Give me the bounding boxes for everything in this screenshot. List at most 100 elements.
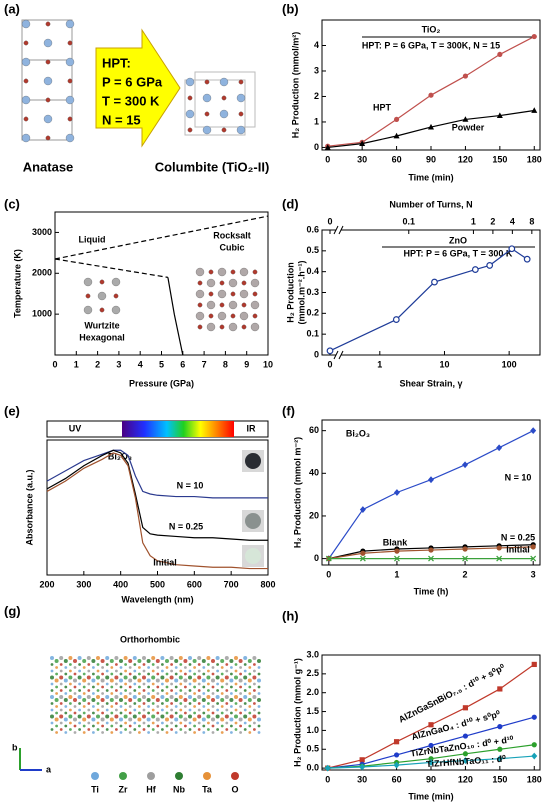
atom — [146, 678, 151, 683]
atom — [208, 291, 214, 297]
y-axis-label: H₂ Production (mmol m⁻²) — [292, 437, 302, 548]
marker — [393, 739, 400, 745]
series-line — [54, 215, 269, 260]
atom — [133, 663, 137, 666]
atom — [195, 311, 205, 321]
atom — [207, 728, 210, 731]
atom — [23, 116, 29, 122]
atom — [225, 728, 229, 731]
atom — [73, 692, 77, 695]
atom — [105, 675, 110, 680]
atom — [123, 656, 128, 660]
panel-label: (a) — [4, 1, 20, 16]
x2-tick-label: 1 — [471, 216, 476, 226]
atom — [220, 685, 224, 689]
axis-break — [333, 350, 344, 360]
atom — [230, 313, 236, 319]
x-tick-label: 10 — [263, 359, 273, 369]
atom — [50, 663, 54, 666]
atom — [188, 708, 192, 712]
y-axis-label: H₂ Production — [285, 262, 295, 323]
annotation: ZnO — [449, 235, 467, 245]
atom — [216, 689, 220, 692]
atom — [138, 685, 141, 689]
atom — [201, 717, 206, 722]
atom — [151, 669, 155, 673]
atom — [174, 692, 178, 695]
atom — [170, 721, 174, 725]
marker — [324, 764, 331, 772]
atom — [43, 114, 53, 124]
atom — [87, 721, 91, 725]
axis-break — [333, 225, 344, 235]
element-name: Ta — [202, 784, 213, 794]
atom — [86, 656, 91, 660]
atom — [151, 702, 155, 705]
atom — [55, 685, 58, 689]
atom — [234, 708, 238, 712]
atom — [192, 698, 197, 702]
atom — [206, 278, 216, 288]
atom — [128, 731, 132, 734]
atom — [224, 675, 229, 680]
x-tick-label: 150 — [492, 774, 507, 784]
element-swatch — [231, 772, 239, 780]
atom — [114, 695, 119, 699]
atom — [83, 277, 93, 287]
atom — [124, 689, 127, 692]
axis-break-gap — [336, 352, 341, 358]
atom — [225, 682, 229, 686]
atom — [147, 705, 151, 708]
atom — [105, 714, 110, 719]
atom — [109, 678, 114, 683]
y-tick-label: 0 — [314, 553, 319, 563]
atom — [50, 669, 54, 673]
sample-photos — [242, 450, 264, 567]
y-axis-label: H₂ Production (mmol/m²) — [290, 32, 300, 139]
atom — [252, 313, 258, 319]
hpt-text: HPT: — [102, 55, 131, 70]
marker — [431, 278, 438, 286]
x-tick-label: 90 — [426, 154, 436, 164]
atom — [82, 711, 86, 715]
panel-label: (e) — [4, 403, 20, 418]
atom — [54, 678, 59, 683]
marker — [496, 545, 502, 551]
atom — [132, 675, 137, 680]
atom — [45, 59, 51, 65]
atom — [225, 663, 229, 666]
atom — [160, 656, 165, 660]
marker — [497, 746, 503, 752]
atom — [92, 731, 95, 734]
atom — [195, 267, 205, 277]
y-tick-label: 1 — [314, 116, 319, 126]
atom — [197, 324, 203, 330]
atom — [193, 711, 197, 715]
atom — [50, 689, 54, 692]
y-tick-label: 2000 — [32, 268, 52, 278]
series-line — [329, 248, 528, 352]
atom — [96, 669, 100, 673]
atom — [161, 669, 164, 673]
atom — [253, 721, 256, 725]
atom — [105, 682, 109, 686]
orthorhombic-crystal — [50, 656, 261, 734]
atom — [78, 682, 81, 686]
atom — [221, 127, 227, 133]
atom — [252, 656, 257, 660]
atom — [50, 708, 54, 712]
atom — [55, 711, 58, 715]
panel-label: (b) — [282, 1, 299, 16]
atom — [243, 702, 247, 705]
atom — [137, 659, 142, 663]
atom — [257, 692, 261, 695]
atom — [187, 127, 193, 133]
atom — [115, 682, 118, 686]
atom — [151, 714, 156, 719]
marker — [394, 548, 400, 554]
atom — [220, 731, 224, 734]
atom — [211, 717, 215, 722]
x-tick-label: 200 — [39, 579, 54, 589]
annotation: HPT: P = 6 GPa, T = 300K, N = 15 — [362, 40, 500, 50]
